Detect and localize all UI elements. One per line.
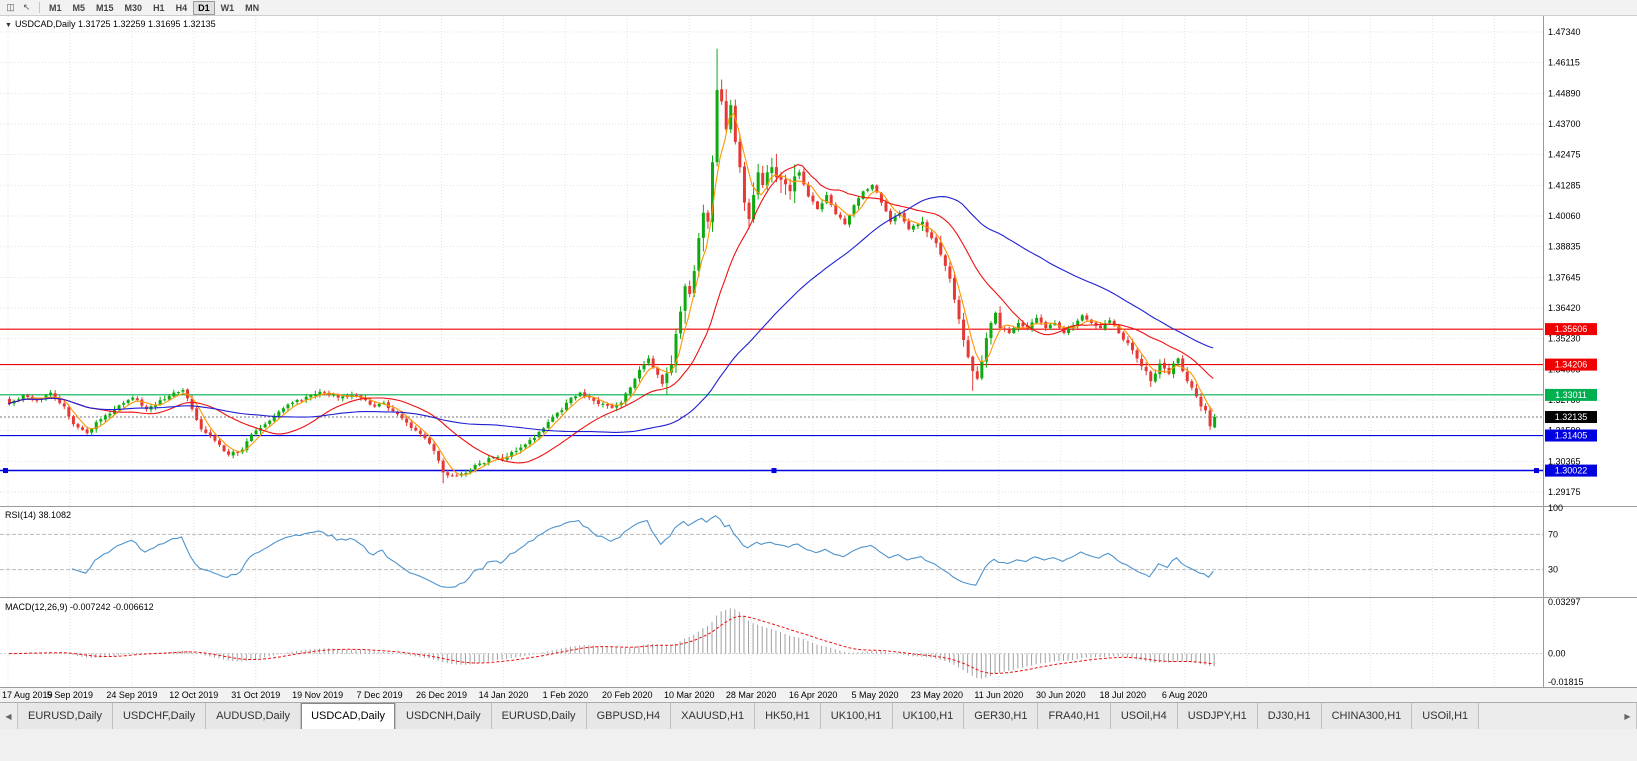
svg-text:1.30022: 1.30022 <box>1555 466 1588 476</box>
ma-slow <box>7 196 1214 433</box>
timeframe-button-h4[interactable]: H4 <box>175 2 188 13</box>
svg-text:0.00: 0.00 <box>1548 649 1566 659</box>
svg-text:6 Aug 2020: 6 Aug 2020 <box>1162 690 1208 700</box>
tabbar-scroll-left-button[interactable]: ◀ <box>0 703 18 729</box>
timeframe-button-w1[interactable]: W1 <box>220 2 235 13</box>
svg-text:28 Mar 2020: 28 Mar 2020 <box>726 690 777 700</box>
timeframe-button-m15[interactable]: M15 <box>96 2 114 13</box>
svg-text:-0.01815: -0.01815 <box>1548 677 1584 687</box>
chart-tab-china300-h1[interactable]: CHINA300,H1 <box>1321 703 1413 729</box>
chart-area[interactable]: 1.47340 1.46115 1.44890 1.43700 1.42475 1.412… <box>0 16 1637 702</box>
chart-tab-xauusd-h1[interactable]: XAUUSD,H1 <box>671 703 756 729</box>
svg-text:26 Dec 2019: 26 Dec 2019 <box>416 690 467 700</box>
chart-tab-hk50-h1[interactable]: HK50,H1 <box>755 703 821 729</box>
chart-tab-eurusd-daily[interactable]: EURUSD,Daily <box>18 703 113 729</box>
price-tags-layer: 1.35606 1.34206 1.33011 1.31405 1.30022 1.321… <box>3 323 1597 477</box>
svg-text:1.42475: 1.42475 <box>1548 150 1581 160</box>
svg-text:1.36420: 1.36420 <box>1548 303 1581 313</box>
tabbar-scroll-right-button[interactable]: ▶ <box>1619 703 1637 729</box>
chart-tab-usoil-h1[interactable]: USOil,H1 <box>1412 703 1480 729</box>
svg-text:31 Oct 2019: 31 Oct 2019 <box>231 690 280 700</box>
macd-layer <box>0 608 1543 679</box>
svg-text:1 Feb 2020: 1 Feb 2020 <box>543 690 589 700</box>
svg-text:70: 70 <box>1548 529 1558 539</box>
borders-layer <box>0 16 1637 688</box>
ma-fast <box>7 112 1214 476</box>
chart-tab-usdjpy-h1[interactable]: USDJPY,H1 <box>1177 703 1258 729</box>
chart-tabbar: ◀ EURUSD,Daily USDCHF,Daily AUDUSD,Daily US… <box>0 702 1637 729</box>
chart-tab-usdchf-daily[interactable]: USDCHF,Daily <box>112 703 207 729</box>
rsi-layer <box>0 515 1543 588</box>
svg-text:24 Sep 2019: 24 Sep 2019 <box>106 690 157 700</box>
chart-tab-eurusd-daily[interactable]: EURUSD,Daily <box>491 703 587 729</box>
svg-text:1.32135: 1.32135 <box>1555 412 1588 422</box>
svg-text:1.29175: 1.29175 <box>1548 487 1581 497</box>
chart-tab-gbpusd-h4[interactable]: GBPUSD,H4 <box>586 703 672 729</box>
svg-text:18 Jul 2020: 18 Jul 2020 <box>1099 690 1146 700</box>
ma-medium <box>7 164 1214 464</box>
timeframe-button-m1[interactable]: M1 <box>49 2 62 13</box>
chart-tab-ger30-h1[interactable]: GER30,H1 <box>964 703 1039 729</box>
chart-icon[interactable]: ◫ <box>6 2 15 12</box>
svg-text:1.43700: 1.43700 <box>1548 119 1581 129</box>
chart-tab-audusd-daily[interactable]: AUDUSD,Daily <box>206 703 302 729</box>
timeframe-group: M1 M5 M15 M30 H1 H4 D1 W1 MN <box>44 0 265 15</box>
svg-text:14 Jan 2020: 14 Jan 2020 <box>479 690 529 700</box>
svg-text:17 Aug 2019: 17 Aug 2019 <box>2 690 53 700</box>
svg-text:1.30365: 1.30365 <box>1548 456 1581 466</box>
chart-tab-uk100-h1[interactable]: UK100,H1 <box>892 703 965 729</box>
svg-text:1.47340: 1.47340 <box>1548 27 1581 37</box>
svg-text:7 Dec 2019: 7 Dec 2019 <box>357 690 403 700</box>
tabs-container: EURUSD,Daily USDCHF,Daily AUDUSD,Daily USDC… <box>18 703 1619 729</box>
svg-text:1.40060: 1.40060 <box>1548 211 1581 221</box>
chart-tab-uk100-h1[interactable]: UK100,H1 <box>820 703 893 729</box>
svg-text:5 May 2020: 5 May 2020 <box>852 690 899 700</box>
candles-layer <box>8 48 1217 484</box>
timeframe-button-m30[interactable]: M30 <box>124 2 143 13</box>
svg-text:1.31405: 1.31405 <box>1555 431 1588 441</box>
svg-text:1.44890: 1.44890 <box>1548 88 1581 98</box>
svg-text:1.38835: 1.38835 <box>1548 242 1581 252</box>
timeframe-button-m5[interactable]: M5 <box>72 2 86 13</box>
svg-text:100: 100 <box>1548 503 1563 513</box>
svg-text:20 Feb 2020: 20 Feb 2020 <box>602 690 653 700</box>
svg-text:23 May 2020: 23 May 2020 <box>911 690 963 700</box>
svg-text:1.35230: 1.35230 <box>1548 334 1581 344</box>
timeframe-button-d1[interactable]: D1 <box>193 0 215 15</box>
chart-tab-usdcnh-daily[interactable]: USDCNH,Daily <box>396 703 492 729</box>
svg-text:1.34206: 1.34206 <box>1555 360 1588 370</box>
svg-text:1.35606: 1.35606 <box>1555 324 1588 334</box>
svg-text:30 Jun 2020: 30 Jun 2020 <box>1036 690 1086 700</box>
svg-text:11 Jun 2020: 11 Jun 2020 <box>974 690 1023 700</box>
chart-tab-usdcad-daily[interactable]: USDCAD,Daily <box>301 703 397 729</box>
moving-averages-layer <box>7 112 1214 476</box>
svg-text:16 Apr 2020: 16 Apr 2020 <box>789 690 838 700</box>
top-toolbar: ◫ ↖ M1 M5 M15 M30 H1 H4 D1 W1 MN <box>0 0 1637 16</box>
svg-text:12 Oct 2019: 12 Oct 2019 <box>169 690 218 700</box>
svg-text:1.46115: 1.46115 <box>1548 58 1580 68</box>
svg-text:5 Sep 2019: 5 Sep 2019 <box>47 690 93 700</box>
chart-tab-fra40-h1[interactable]: FRA40,H1 <box>1038 703 1111 729</box>
svg-text:19 Nov 2019: 19 Nov 2019 <box>292 690 343 700</box>
svg-text:1.33011: 1.33011 <box>1555 390 1587 400</box>
hlines-layer <box>0 328 1543 472</box>
svg-text:10 Mar 2020: 10 Mar 2020 <box>664 690 715 700</box>
chart-tab-dj30-h1[interactable]: DJ30,H1 <box>1257 703 1322 729</box>
svg-text:30: 30 <box>1548 565 1558 575</box>
candlestick-chart[interactable]: 1.47340 1.46115 1.44890 1.43700 1.42475 1.412… <box>0 16 1637 702</box>
toolbar-separator <box>39 2 40 13</box>
timeframe-button-h1[interactable]: H1 <box>153 2 165 13</box>
timeframe-button-mn[interactable]: MN <box>245 2 260 13</box>
grid-layer <box>0 16 1543 687</box>
status-bar <box>0 729 1637 761</box>
chart-tab-usoil-h4[interactable]: USOil,H4 <box>1110 703 1178 729</box>
svg-text:0.03297: 0.03297 <box>1548 597 1581 607</box>
cursor-icon[interactable]: ↖ <box>22 2 31 12</box>
svg-text:1.41285: 1.41285 <box>1548 180 1581 190</box>
svg-text:1.37645: 1.37645 <box>1548 272 1581 282</box>
